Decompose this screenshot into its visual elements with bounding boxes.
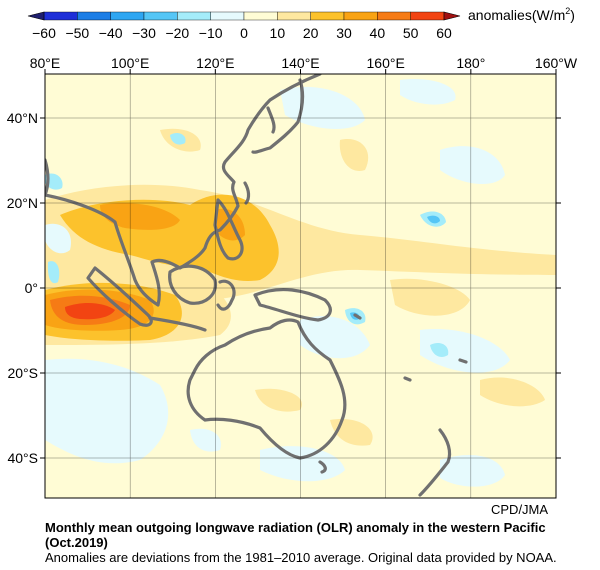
caption-note: Anomalies are deviations from the 1981–2…	[45, 550, 557, 565]
latitude-labels: 40°N 20°N 0° 20°S 40°S	[7, 110, 561, 466]
latitude-label: 40°N	[7, 110, 38, 126]
colorbar-cell	[210, 11, 245, 21]
longitude-label: 140°E	[281, 55, 319, 71]
latitude-label: 20°N	[7, 195, 38, 211]
colorbar-tick-label: 40	[370, 25, 386, 41]
colorbar-tick-label: −30	[132, 25, 156, 41]
colorbar-tick-label: 60	[436, 25, 452, 41]
colorbar-tick-label: −40	[99, 25, 123, 41]
colorbar-tick-label: 20	[303, 25, 319, 41]
longitude-label: 160°W	[535, 55, 578, 71]
colorbar-tick-label: −20	[165, 25, 189, 41]
colorbar-arrow-right	[443, 11, 461, 21]
latitude-label: 0°	[25, 280, 38, 296]
colorbar-cell	[243, 11, 278, 21]
colorbar: −60 −50 −40 −30 −20 −10 0 10 20 30 40 50 60 anomalie…	[27, 6, 575, 41]
colorbar-cell	[43, 11, 78, 21]
colorbar-tick-label: 0	[240, 25, 248, 41]
colorbar-cell	[377, 11, 411, 21]
colorbar-cell	[410, 11, 445, 21]
credit-label: CPD/JMA	[491, 502, 549, 517]
colorbar-cell	[77, 11, 111, 21]
colorbar-tick-label: −10	[199, 25, 223, 41]
colorbar-cell	[143, 11, 178, 21]
colorbar-cell	[343, 11, 378, 21]
colorbar-cell	[310, 11, 345, 21]
longitude-label: 100°E	[111, 55, 149, 71]
colorbar-tick-label: −50	[65, 25, 89, 41]
colorbar-tick-label: 10	[270, 25, 286, 41]
longitude-labels: 80°E 100°E 120°E 140°E 160°E 180° 160°W	[30, 55, 578, 74]
longitude-label: 160°E	[367, 55, 405, 71]
longitude-label: 120°E	[196, 55, 234, 71]
colorbar-tick-label: 50	[403, 25, 419, 41]
latitude-label: 20°S	[7, 365, 38, 381]
lat-lon-grid	[45, 74, 556, 498]
colorbar-cell	[277, 11, 311, 21]
colorbar-unit-label: anomalies(W/m2)	[468, 6, 575, 23]
colorbar-tick-label: 30	[336, 25, 352, 41]
colorbar-cell	[110, 11, 145, 21]
colorbar-tick-label: −60	[32, 25, 56, 41]
longitude-label: 80°E	[30, 55, 61, 71]
longitude-label: 180°	[456, 55, 485, 71]
latitude-label: 40°S	[7, 450, 38, 466]
colorbar-cell	[177, 11, 211, 21]
colorbar-arrow-left	[27, 11, 45, 21]
coastlines	[45, 74, 468, 497]
caption-title: Monthly mean outgoing longwave radiation…	[45, 520, 546, 550]
caption: Monthly mean outgoing longwave radiation…	[45, 520, 595, 565]
